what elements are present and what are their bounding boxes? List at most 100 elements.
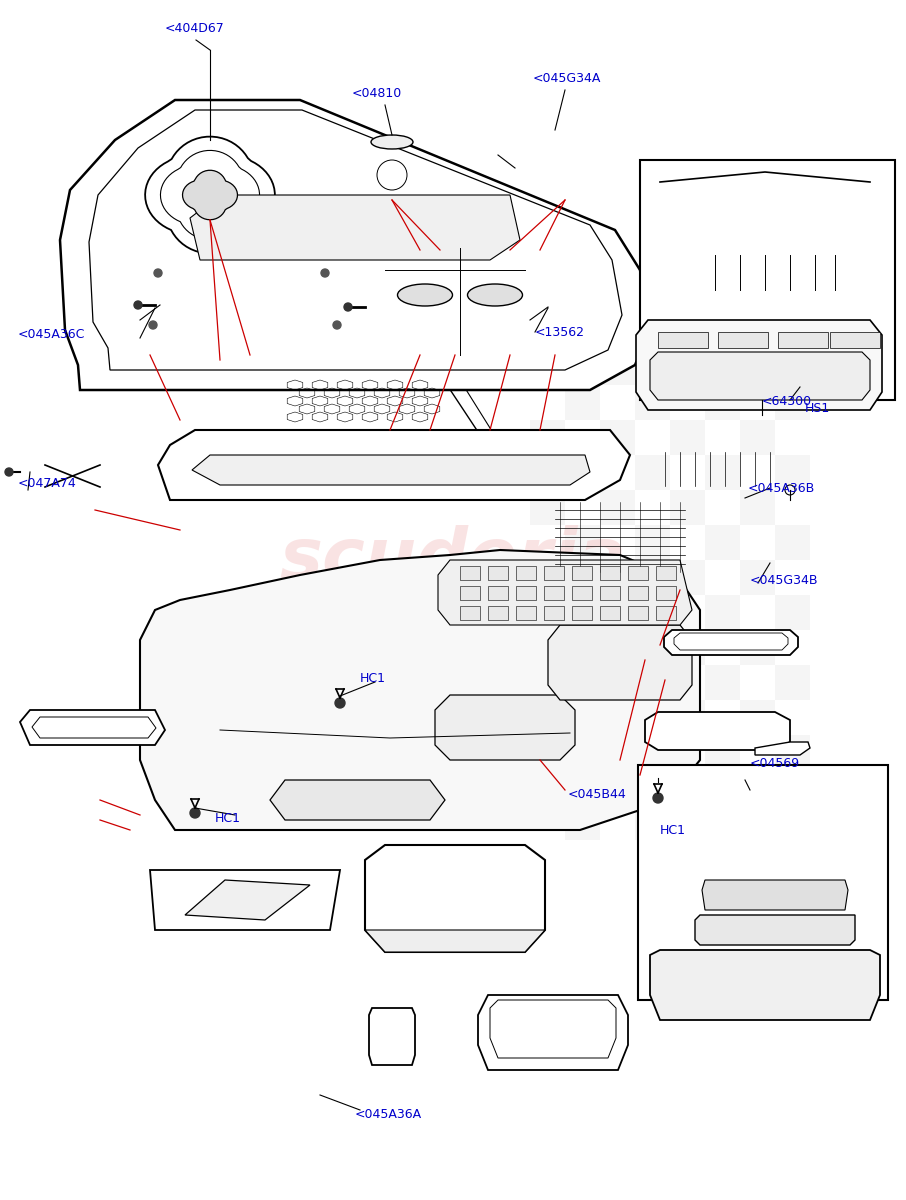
Bar (600, 700, 635, 734)
Polygon shape (650, 352, 870, 400)
Polygon shape (460, 606, 480, 620)
Polygon shape (830, 332, 880, 348)
Ellipse shape (467, 284, 523, 306)
Circle shape (5, 468, 13, 476)
Text: scuderia: scuderia (279, 526, 627, 594)
Polygon shape (718, 332, 768, 348)
Bar (775, 595, 810, 630)
Circle shape (460, 462, 480, 482)
Circle shape (154, 269, 162, 277)
Bar (705, 526, 740, 560)
Polygon shape (656, 606, 676, 620)
Bar (635, 455, 670, 490)
Bar (775, 385, 810, 420)
Polygon shape (488, 606, 508, 620)
Polygon shape (516, 586, 536, 600)
Text: HC1: HC1 (360, 672, 386, 684)
Bar (670, 700, 705, 734)
Polygon shape (702, 880, 848, 910)
Polygon shape (150, 870, 340, 930)
Polygon shape (435, 695, 575, 760)
Bar (705, 595, 740, 630)
Polygon shape (185, 880, 310, 920)
Polygon shape (182, 170, 237, 220)
Text: <045A36C: <045A36C (18, 329, 85, 342)
Text: <047A74: <047A74 (18, 476, 77, 490)
Bar (600, 420, 635, 455)
Bar (565, 734, 600, 770)
Polygon shape (192, 455, 590, 485)
Bar (635, 595, 670, 630)
Polygon shape (658, 332, 708, 348)
Polygon shape (628, 586, 648, 600)
Bar (635, 805, 670, 840)
Polygon shape (695, 914, 855, 946)
Polygon shape (572, 586, 592, 600)
Bar (565, 665, 600, 700)
Text: <04810: <04810 (352, 86, 402, 100)
Bar (635, 526, 670, 560)
Bar (640, 160, 895, 400)
Polygon shape (572, 566, 592, 580)
Bar (530, 350, 565, 385)
Circle shape (149, 320, 157, 329)
Circle shape (492, 454, 528, 490)
Bar (600, 490, 635, 526)
Polygon shape (778, 332, 828, 348)
Text: car parts: car parts (348, 599, 558, 641)
Bar (775, 526, 810, 560)
Circle shape (653, 793, 663, 803)
Bar (565, 595, 600, 630)
Circle shape (794, 382, 806, 392)
Bar (670, 560, 705, 595)
Bar (530, 700, 565, 734)
Text: <045B44: <045B44 (568, 788, 627, 802)
Polygon shape (755, 742, 810, 755)
Polygon shape (365, 845, 545, 952)
Polygon shape (664, 630, 798, 655)
Bar (775, 455, 810, 490)
Circle shape (134, 301, 142, 308)
Bar (635, 385, 670, 420)
Text: <04569: <04569 (750, 757, 800, 770)
Bar (740, 420, 775, 455)
Circle shape (344, 302, 352, 311)
Circle shape (333, 320, 341, 329)
Polygon shape (544, 606, 564, 620)
Text: <045A36B: <045A36B (748, 481, 815, 494)
Polygon shape (478, 995, 628, 1070)
Polygon shape (438, 560, 692, 625)
Polygon shape (60, 100, 650, 390)
Polygon shape (460, 566, 480, 580)
Polygon shape (488, 566, 508, 580)
Bar (705, 385, 740, 420)
Circle shape (321, 269, 329, 277)
Polygon shape (628, 566, 648, 580)
Bar (530, 770, 565, 805)
Polygon shape (572, 606, 592, 620)
Bar (705, 805, 740, 840)
Bar (775, 805, 810, 840)
Polygon shape (369, 1008, 415, 1066)
Text: <045A36A: <045A36A (355, 1109, 422, 1122)
Bar (638, 766, 888, 1000)
Polygon shape (488, 586, 508, 600)
Text: HC1: HC1 (215, 811, 241, 824)
Bar (565, 805, 600, 840)
Bar (635, 665, 670, 700)
Polygon shape (20, 710, 165, 745)
Bar (740, 700, 775, 734)
Bar (600, 350, 635, 385)
Bar (705, 734, 740, 770)
Bar (565, 526, 600, 560)
Bar (565, 385, 600, 420)
Polygon shape (140, 550, 700, 830)
Polygon shape (190, 194, 520, 260)
Polygon shape (600, 566, 620, 580)
Bar (600, 770, 635, 805)
Polygon shape (645, 712, 790, 750)
Bar (600, 560, 635, 595)
Bar (670, 490, 705, 526)
Bar (565, 455, 600, 490)
Bar (530, 490, 565, 526)
